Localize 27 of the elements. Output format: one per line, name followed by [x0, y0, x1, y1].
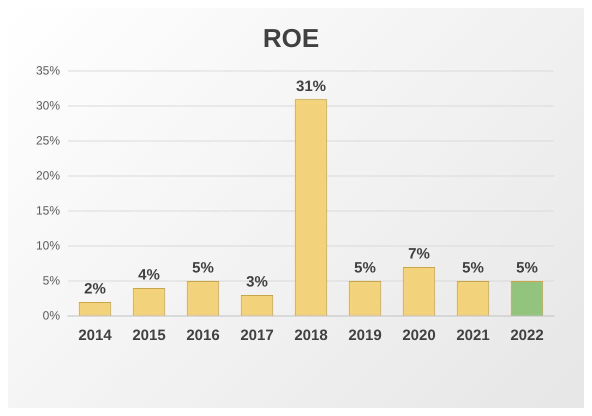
y-tick-label: 15% — [36, 203, 60, 218]
y-tick-label: 25% — [36, 133, 60, 148]
x-tick-label: 2021 — [456, 327, 490, 344]
y-tick-label: 20% — [36, 168, 60, 182]
data-label: 7% — [408, 246, 430, 263]
data-label: 3% — [246, 274, 268, 291]
x-tick-label: 2022 — [510, 327, 544, 344]
data-label: 2% — [84, 280, 106, 298]
data-label: 5% — [354, 260, 376, 277]
x-tick-label: 2016 — [186, 327, 220, 344]
data-label: 5% — [192, 260, 214, 277]
data-label: 4% — [138, 266, 160, 284]
y-tick-label: 10% — [36, 238, 60, 252]
y-tick-label: 30% — [36, 98, 60, 112]
data-label: 5% — [516, 260, 538, 277]
x-tick-label: 2019 — [348, 327, 382, 344]
y-tick-label: 5% — [42, 273, 60, 288]
x-tick-label: 2018 — [294, 327, 328, 344]
y-tick-label: 35% — [36, 64, 60, 78]
y-tick-label: 0% — [42, 308, 60, 322]
x-tick-label: 2017 — [240, 327, 274, 344]
data-label: 5% — [462, 260, 484, 277]
data-label: 31% — [296, 78, 326, 95]
x-tick-label: 2014 — [78, 327, 112, 344]
x-tick-label: 2020 — [402, 327, 436, 344]
x-tick-label: 2015 — [132, 327, 166, 344]
chart-title: ROE — [262, 22, 320, 53]
